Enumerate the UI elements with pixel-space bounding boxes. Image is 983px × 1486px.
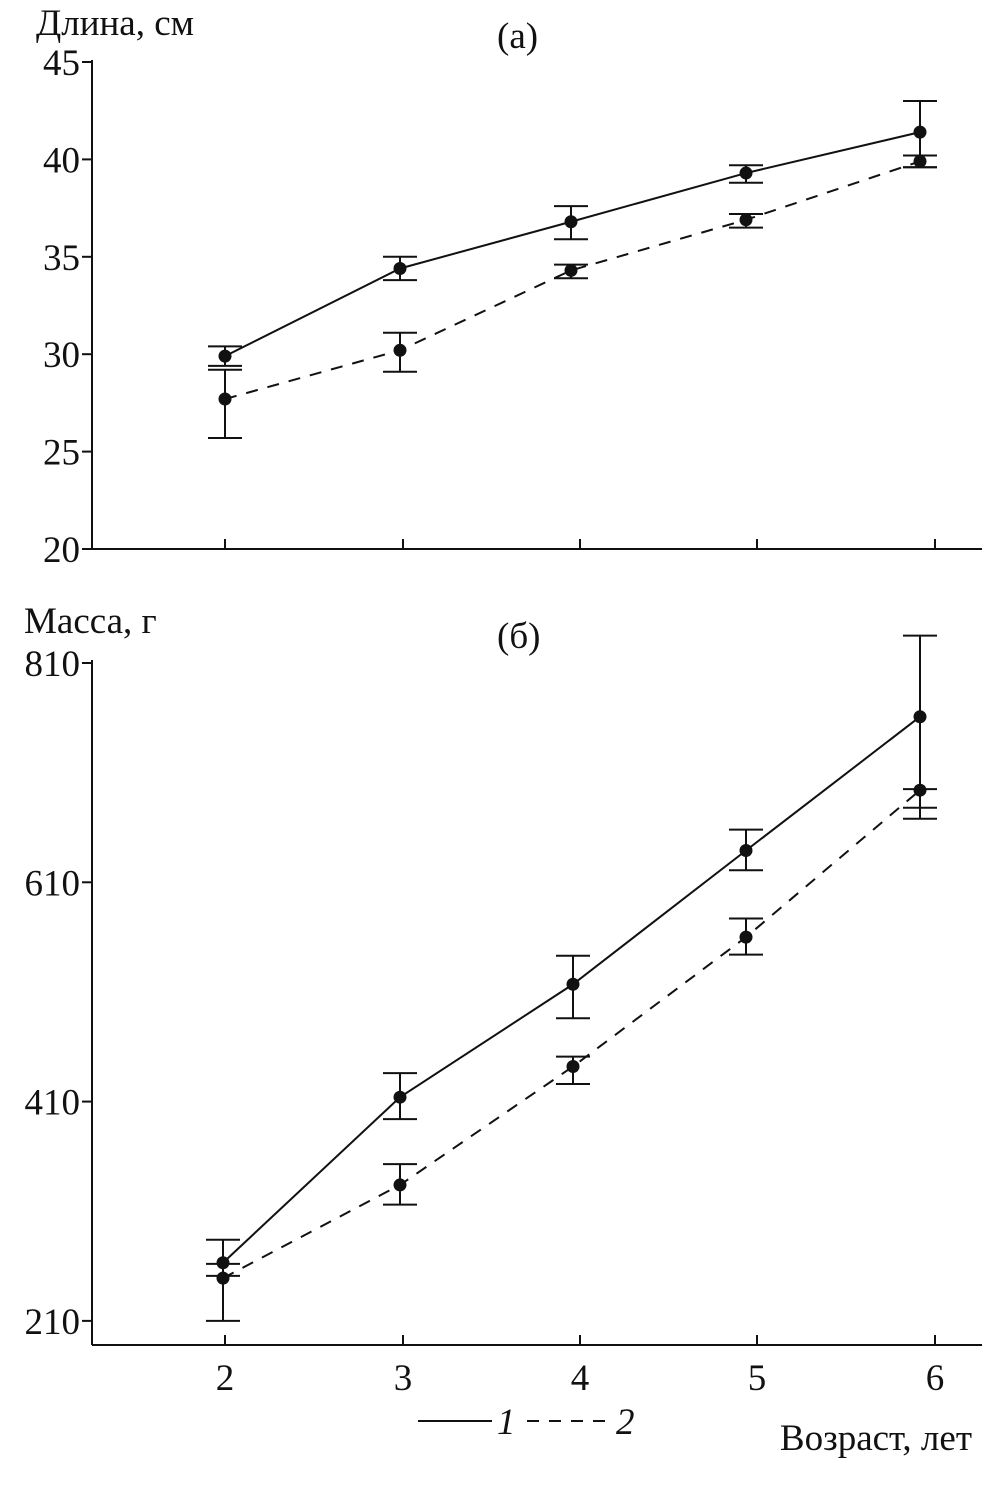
x-tick-label: 5 <box>748 1358 767 1399</box>
data-point-1 <box>216 1256 230 1270</box>
data-point-1 <box>913 710 927 724</box>
data-point-2 <box>566 1059 580 1073</box>
x-ticks-length <box>224 539 936 549</box>
y-tick-label: 210 <box>25 1302 81 1343</box>
panel-length: Длина, см (а) 20 25 30 35 40 45 <box>36 3 982 571</box>
y-tick-label: 35 <box>43 238 80 279</box>
legend-label-2: 2 <box>616 1402 635 1443</box>
data-point-2 <box>739 930 753 944</box>
data-point-1 <box>393 261 407 275</box>
x-tick-label: 4 <box>571 1358 590 1399</box>
series-line-1 <box>224 131 921 358</box>
data-point-1 <box>393 1090 407 1104</box>
y-axis-title-mass: Масса, г <box>24 601 157 642</box>
x-ticks-mass: 2 3 4 5 6 <box>216 1335 945 1399</box>
data-point-2 <box>393 1178 407 1192</box>
data-point-2 <box>393 343 407 357</box>
panel-label-b: (б) <box>497 616 540 657</box>
series-mass <box>206 634 937 1322</box>
y-tick-label: 25 <box>43 433 80 474</box>
data-point-2 <box>913 783 927 797</box>
y-tick-label: 40 <box>43 140 80 181</box>
y-ticks-mass: 210 410 610 810 <box>25 644 92 1343</box>
y-ticks-length: 20 25 30 35 40 45 <box>43 43 92 571</box>
data-point-2 <box>913 154 927 168</box>
data-point-1 <box>566 977 580 991</box>
data-point-1 <box>218 349 232 363</box>
data-point-1 <box>564 215 578 229</box>
series-length <box>208 99 937 439</box>
y-tick-label: 410 <box>25 1083 81 1124</box>
panel-mass: Масса, г (б) 210 410 610 810 2 3 4 5 6 <box>24 601 982 1399</box>
panel-label-a: (а) <box>497 16 538 57</box>
data-point-1 <box>739 166 753 180</box>
data-point-2 <box>564 263 578 277</box>
data-point-1 <box>913 125 927 139</box>
legend-label-1: 1 <box>497 1402 516 1443</box>
legend: 1 2 <box>418 1402 635 1443</box>
y-tick-label: 810 <box>25 644 81 685</box>
x-tick-label: 6 <box>926 1358 945 1399</box>
series-line-2 <box>224 160 921 400</box>
y-tick-label: 20 <box>43 530 80 571</box>
data-point-2 <box>216 1271 230 1285</box>
data-point-2 <box>739 213 753 227</box>
y-tick-label: 45 <box>43 43 80 84</box>
series-line-2 <box>222 789 921 1280</box>
x-axis-title: Возраст, лет <box>780 1418 972 1459</box>
y-axis-title-length: Длина, см <box>36 3 194 44</box>
y-tick-label: 610 <box>25 863 81 904</box>
y-tick-label: 30 <box>43 335 80 376</box>
x-tick-label: 3 <box>394 1358 413 1399</box>
data-point-1 <box>739 843 753 857</box>
x-tick-label: 2 <box>216 1358 235 1399</box>
data-point-2 <box>218 392 232 406</box>
